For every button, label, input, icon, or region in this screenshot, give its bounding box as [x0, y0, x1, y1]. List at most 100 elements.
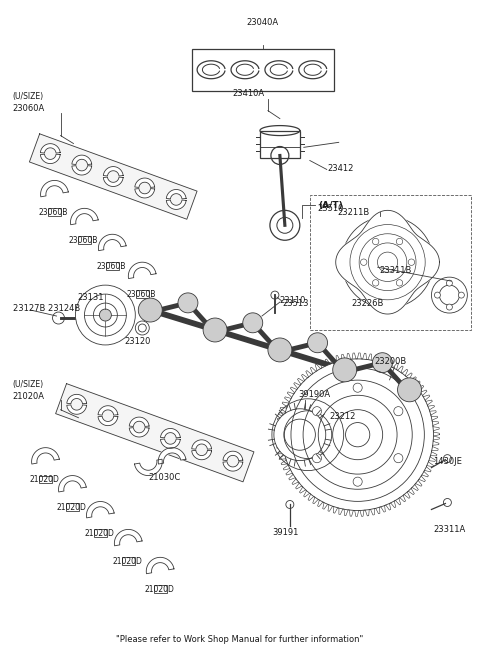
- Polygon shape: [166, 200, 186, 209]
- Circle shape: [353, 383, 362, 392]
- Polygon shape: [114, 529, 142, 546]
- Polygon shape: [59, 476, 86, 492]
- Text: 23060B: 23060B: [96, 262, 126, 271]
- Circle shape: [333, 358, 357, 382]
- Bar: [39, 476, 52, 483]
- Circle shape: [286, 501, 294, 508]
- Text: 23060B: 23060B: [69, 236, 98, 245]
- Circle shape: [342, 216, 433, 308]
- Text: 23212: 23212: [330, 412, 356, 421]
- Polygon shape: [98, 417, 118, 426]
- Polygon shape: [72, 166, 92, 175]
- Circle shape: [353, 477, 362, 486]
- Text: 39190A: 39190A: [298, 390, 330, 400]
- Circle shape: [444, 499, 451, 506]
- Text: 23040A: 23040A: [247, 18, 279, 28]
- Text: 23311B: 23311B: [380, 266, 412, 275]
- Text: 23060A: 23060A: [12, 104, 45, 113]
- Polygon shape: [129, 417, 149, 426]
- Text: 23060B: 23060B: [126, 289, 156, 298]
- Bar: [154, 585, 167, 593]
- Text: 1430JE: 1430JE: [433, 457, 462, 466]
- Polygon shape: [71, 209, 98, 225]
- Polygon shape: [56, 384, 254, 482]
- Polygon shape: [32, 447, 60, 464]
- Bar: [192, 49, 334, 91]
- Circle shape: [397, 378, 421, 401]
- Polygon shape: [135, 188, 155, 198]
- Text: 23120: 23120: [124, 337, 151, 346]
- Circle shape: [372, 238, 379, 245]
- Text: 23510: 23510: [318, 204, 344, 213]
- Bar: [48, 209, 61, 216]
- Circle shape: [312, 454, 322, 462]
- Text: 23060B: 23060B: [38, 208, 68, 217]
- Text: 21020D: 21020D: [84, 529, 114, 538]
- Text: 23410A: 23410A: [232, 89, 264, 98]
- Polygon shape: [40, 154, 60, 163]
- Text: 23200B: 23200B: [374, 358, 407, 367]
- Bar: [310, 195, 471, 330]
- Text: (U/SIZE): (U/SIZE): [12, 380, 44, 389]
- Circle shape: [274, 409, 326, 461]
- Polygon shape: [86, 501, 114, 518]
- Text: 23412: 23412: [328, 164, 354, 173]
- Polygon shape: [166, 190, 186, 199]
- Polygon shape: [135, 178, 155, 188]
- Polygon shape: [67, 405, 86, 415]
- Text: 21020D: 21020D: [144, 584, 174, 594]
- Text: 23127B 23124B: 23127B 23124B: [12, 304, 80, 312]
- Text: 23131: 23131: [77, 293, 104, 302]
- Circle shape: [243, 313, 263, 333]
- Text: 21020D: 21020D: [112, 557, 142, 566]
- Polygon shape: [160, 428, 180, 438]
- Circle shape: [396, 238, 403, 245]
- Circle shape: [203, 318, 227, 342]
- Text: 23513: 23513: [283, 298, 310, 308]
- Bar: [122, 558, 134, 565]
- Polygon shape: [223, 451, 243, 461]
- Polygon shape: [146, 558, 174, 574]
- Text: 23110: 23110: [280, 296, 306, 304]
- Bar: [260, 131, 300, 159]
- Bar: [78, 236, 91, 244]
- Polygon shape: [223, 462, 243, 471]
- Circle shape: [268, 338, 292, 362]
- Polygon shape: [98, 234, 126, 251]
- Polygon shape: [72, 155, 92, 165]
- Text: 23211B: 23211B: [338, 208, 370, 217]
- Text: 21020D: 21020D: [57, 503, 86, 512]
- Circle shape: [432, 277, 468, 313]
- Polygon shape: [103, 167, 123, 176]
- Text: 21020D: 21020D: [30, 475, 60, 484]
- Text: 21030C: 21030C: [148, 473, 180, 482]
- Circle shape: [99, 309, 111, 321]
- Circle shape: [394, 454, 403, 462]
- Polygon shape: [129, 428, 149, 437]
- Circle shape: [444, 455, 451, 462]
- Circle shape: [178, 293, 198, 313]
- Polygon shape: [41, 180, 68, 197]
- Circle shape: [458, 292, 464, 298]
- Circle shape: [446, 304, 452, 310]
- Text: 23226B: 23226B: [352, 298, 384, 308]
- Circle shape: [75, 285, 135, 345]
- Circle shape: [394, 407, 403, 416]
- Circle shape: [408, 259, 415, 266]
- Bar: [66, 504, 79, 511]
- Circle shape: [446, 280, 452, 286]
- Bar: [94, 529, 107, 537]
- Text: (A/T): (A/T): [318, 201, 343, 210]
- Circle shape: [396, 279, 403, 286]
- Polygon shape: [192, 440, 212, 449]
- Polygon shape: [98, 405, 118, 415]
- Polygon shape: [160, 439, 180, 449]
- Text: 21020A: 21020A: [12, 392, 45, 401]
- Circle shape: [372, 353, 392, 373]
- Text: (U/SIZE): (U/SIZE): [12, 92, 44, 101]
- Text: 23311A: 23311A: [433, 525, 466, 534]
- Bar: [106, 262, 119, 270]
- Polygon shape: [134, 459, 162, 476]
- Circle shape: [360, 259, 367, 266]
- Polygon shape: [40, 144, 60, 153]
